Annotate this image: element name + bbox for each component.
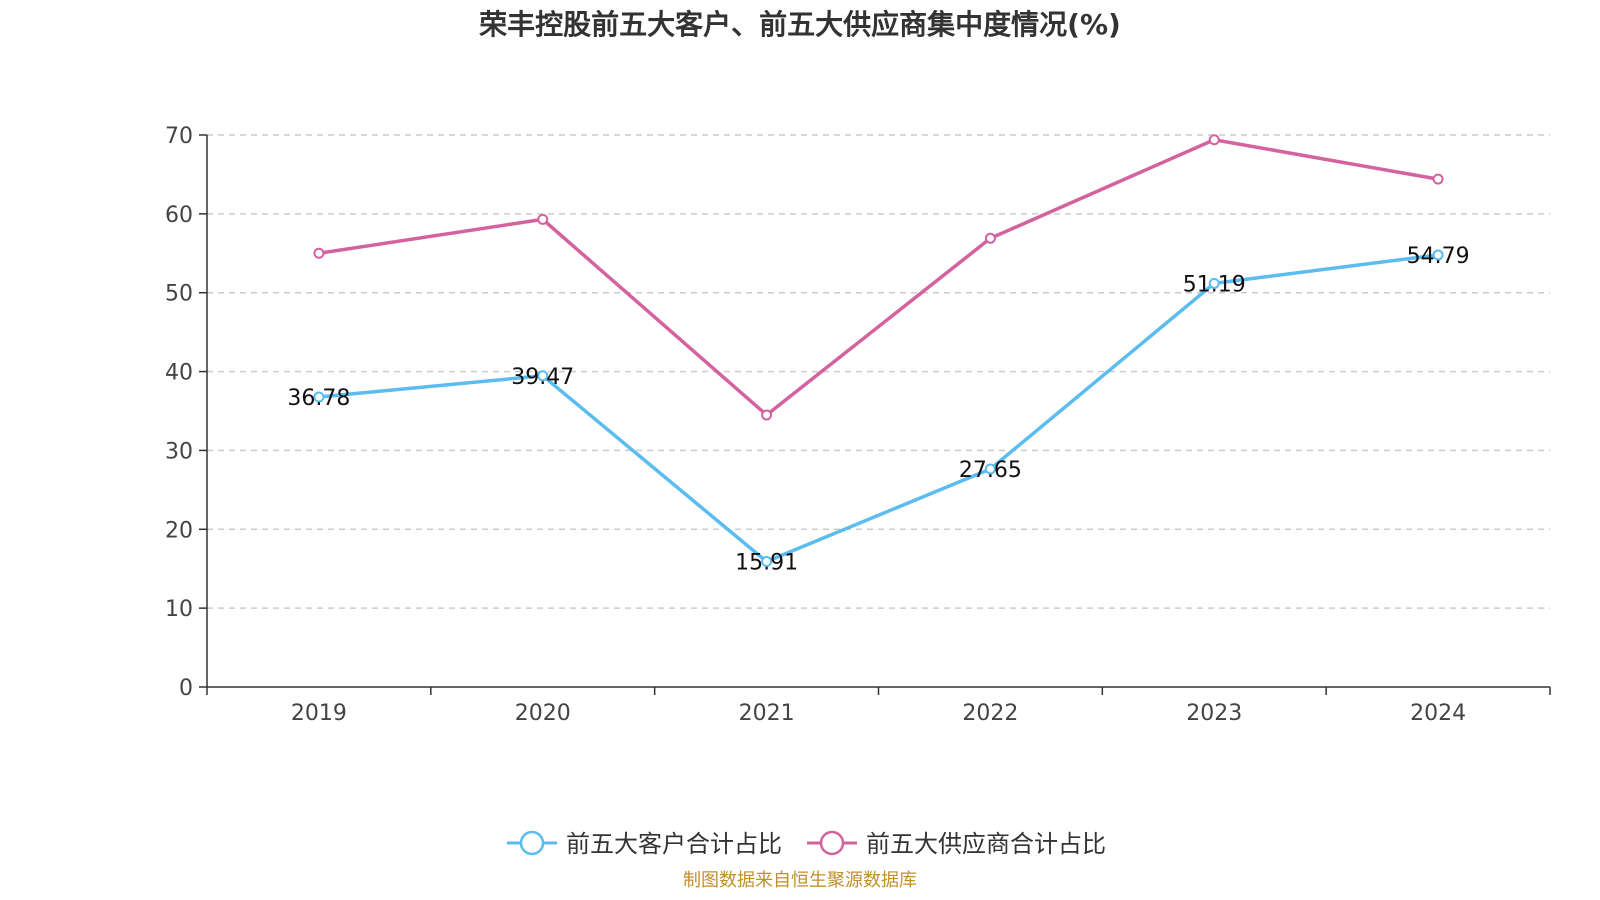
y-tick-label: 20 bbox=[165, 518, 193, 543]
data-point[interactable] bbox=[537, 213, 549, 225]
legend-swatch-marker bbox=[819, 830, 845, 856]
chart-title: 荣丰控股前五大客户、前五大供应商集中度情况(%) bbox=[479, 8, 1121, 41]
source-note: 制图数据来自恒生聚源数据库 bbox=[683, 870, 917, 891]
x-tick-label: 2021 bbox=[739, 701, 795, 726]
data-label: 27.65 bbox=[959, 458, 1022, 483]
data-point[interactable] bbox=[761, 409, 773, 421]
x-tick-label: 2022 bbox=[962, 701, 1018, 726]
data-point[interactable] bbox=[313, 247, 325, 259]
data-point[interactable] bbox=[1208, 134, 1220, 146]
data-point[interactable] bbox=[984, 463, 996, 475]
y-tick-label: 0 bbox=[179, 676, 193, 701]
data-point[interactable] bbox=[984, 232, 996, 244]
axes: 0 10 20 30 40 50 60 70 2019 2020 2021 2022 2023 2024 bbox=[165, 124, 1551, 726]
series-line-2 bbox=[318, 137, 1439, 417]
data-point[interactable] bbox=[1432, 249, 1444, 261]
legend-item-1[interactable]: 前五大客户合计占比 bbox=[507, 830, 782, 858]
y-tick-label: 60 bbox=[165, 203, 193, 228]
legend-label: 前五大供应商合计占比 bbox=[866, 830, 1106, 858]
y-tick-label: 10 bbox=[165, 597, 193, 622]
data-label: 36.78 bbox=[287, 386, 350, 411]
data-label: 51.19 bbox=[1183, 272, 1246, 297]
data-point[interactable] bbox=[1208, 277, 1220, 289]
y-tick-label: 30 bbox=[165, 439, 193, 464]
data-label: 15.91 bbox=[735, 551, 798, 576]
grid-lines bbox=[207, 134, 1550, 609]
x-tick-label: 2024 bbox=[1410, 701, 1466, 726]
data-point[interactable] bbox=[537, 370, 549, 382]
series-group bbox=[313, 134, 1444, 568]
legend[interactable]: 前五大客户合计占比 前五大供应商合计占比 bbox=[507, 830, 1106, 858]
legend-label: 前五大客户合计占比 bbox=[566, 830, 782, 858]
data-label: 54.79 bbox=[1407, 244, 1470, 269]
legend-swatch-marker bbox=[519, 830, 545, 856]
legend-item-2[interactable]: 前五大供应商合计占比 bbox=[807, 830, 1106, 858]
data-labels: 36.78 39.47 15.91 27.65 51.19 54.79 bbox=[287, 244, 1469, 576]
y-tick-label: 50 bbox=[165, 282, 193, 307]
x-tick-label: 2019 bbox=[291, 701, 347, 726]
data-point[interactable] bbox=[1432, 173, 1444, 185]
series-line-1 bbox=[318, 253, 1439, 564]
data-label: 39.47 bbox=[511, 365, 574, 390]
y-tick-label: 40 bbox=[165, 361, 193, 386]
y-tick-label: 70 bbox=[165, 124, 193, 149]
x-tick-label: 2023 bbox=[1186, 701, 1242, 726]
x-tick-label: 2020 bbox=[515, 701, 571, 726]
data-point[interactable] bbox=[313, 391, 325, 403]
data-point[interactable] bbox=[761, 556, 773, 568]
